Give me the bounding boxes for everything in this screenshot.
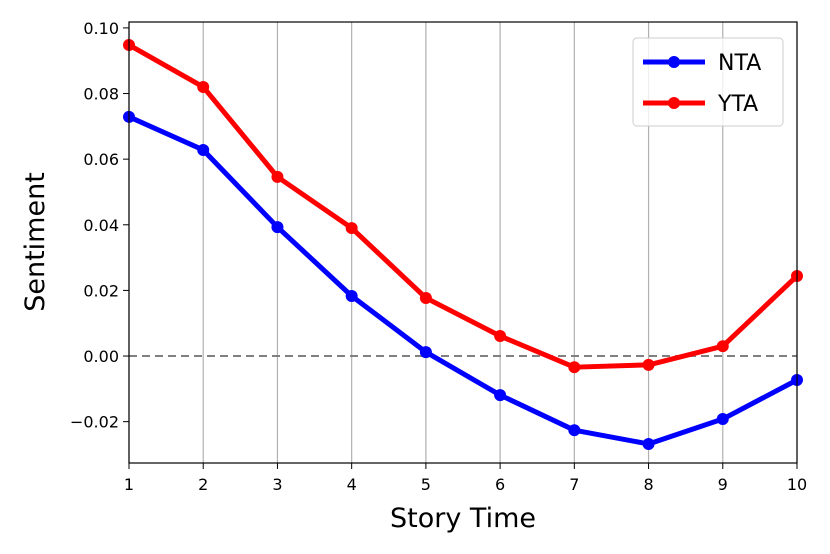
x-tick-label: 7	[569, 475, 579, 494]
legend-marker	[668, 97, 680, 109]
x-axis-label: Story Time	[390, 503, 536, 534]
x-tick-label: 2	[198, 475, 208, 494]
plot-frame	[128, 21, 798, 464]
data-point	[271, 221, 284, 234]
series-group	[123, 38, 803, 450]
y-axis-label: Sentiment	[20, 172, 51, 312]
x-tick-label: 4	[347, 475, 357, 494]
y-ticks: −0.02 0.00 0.02 0.04 0.06 0.08 0.10	[70, 19, 129, 432]
data-point	[419, 346, 432, 359]
data-point	[271, 170, 284, 183]
series-yta	[123, 38, 803, 374]
legend: NTA YTA	[632, 37, 784, 127]
y-tick-label: 0.04	[83, 216, 119, 235]
data-point	[345, 289, 358, 302]
data-point	[642, 437, 655, 450]
y-tick-label: 0.02	[83, 281, 119, 300]
legend-label: YTA	[717, 92, 758, 117]
y-tick-label: −0.02	[70, 413, 119, 432]
x-tick-label: 1	[124, 475, 134, 494]
data-point	[716, 340, 729, 353]
data-point	[642, 358, 655, 371]
y-tick-label: 0.08	[83, 85, 119, 104]
data-point	[568, 424, 581, 437]
y-tick-label: 0.10	[83, 19, 119, 38]
data-point	[419, 291, 432, 304]
legend-item-nta: NTA	[643, 51, 761, 76]
series-nta	[123, 110, 803, 450]
legend-label: NTA	[718, 51, 761, 76]
x-tick-label: 8	[643, 475, 653, 494]
data-point	[568, 361, 581, 374]
legend-marker	[668, 56, 680, 68]
data-point	[197, 143, 210, 156]
data-point	[716, 413, 729, 426]
data-point	[494, 389, 507, 402]
data-point	[494, 330, 507, 343]
x-ticks: 1 2 3 4 5 6 7 8 9 10	[124, 463, 807, 494]
x-tick-label: 3	[272, 475, 282, 494]
data-point	[197, 80, 210, 93]
x-tick-label: 6	[495, 475, 505, 494]
y-tick-label: 0.00	[83, 347, 119, 366]
series-line-nta	[127, 114, 799, 447]
x-tick-label: 5	[421, 475, 431, 494]
y-tick-label: 0.06	[83, 150, 119, 169]
legend-item-yta: YTA	[643, 92, 758, 117]
x-tick-label: 10	[787, 475, 807, 494]
x-tick-label: 9	[718, 475, 728, 494]
data-point	[345, 222, 358, 235]
series-line-yta	[127, 42, 799, 370]
